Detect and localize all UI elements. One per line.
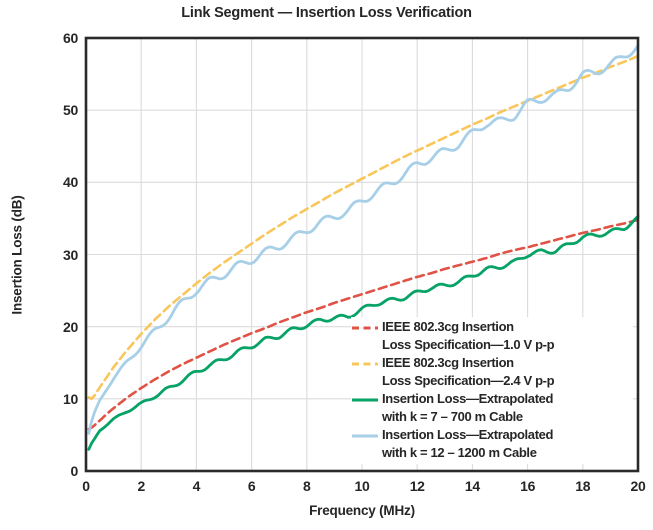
x-tick-label: 2 [137,478,145,494]
x-tick-label: 18 [575,478,591,494]
y-tick-label: 0 [70,463,79,479]
x-tick-label: 6 [247,478,256,494]
x-tick-label: 8 [303,478,311,494]
series-line-1 [87,54,640,401]
x-tick-label: 10 [354,478,370,494]
legend-entry-0: IEEE 802.3cg Insertion Loss Specification… [351,318,633,354]
plot-frame [84,36,640,473]
legend-swatch-3 [352,434,378,438]
y-axis-title: Insertion Loss (dB) [9,195,25,315]
series-line-2 [87,214,640,451]
chart-legend: IEEE 802.3cg Insertion Loss Specification… [351,317,633,464]
x-tick-label: 12 [409,478,425,494]
legend-entry-2: Insertion Loss—Extrapolated with k = 7 – … [351,390,633,426]
legend-label-2: Insertion Loss—Extrapolated with k = 7 – … [382,391,554,424]
x-tick-label: 14 [464,478,480,494]
y-tick-label: 60 [63,30,78,46]
series-line-0 [87,218,640,431]
legend-label-0: IEEE 802.3cg Insertion Loss Specification… [382,319,555,352]
y-tick-label: 20 [63,318,78,335]
y-tick-label: 40 [63,174,78,191]
x-axis-title: Frequency (MHz) [309,503,415,518]
legend-swatch-0 [352,326,378,330]
legend-entry-3: Insertion Loss—Extrapolated with k = 12 –… [351,426,633,462]
legend-label-1: IEEE 802.3cg Insertion Loss Specification… [382,355,555,388]
legend-swatch-2 [352,398,378,402]
series-line-3 [87,44,640,435]
legend-entry-1: IEEE 802.3cg Insertion Loss Specification… [351,354,633,390]
y-tick-label: 30 [63,246,78,263]
x-tick-label: 16 [520,478,536,494]
x-tick-label: 4 [192,478,201,494]
x-tick-label: 0 [82,478,90,494]
legend-swatch-1 [352,362,378,366]
y-tick-label: 50 [63,102,78,119]
chart-title: Link Segment — Insertion Loss Verificati… [181,5,472,21]
y-tick-label: 10 [63,390,78,407]
x-tick-label: 20 [630,478,646,494]
legend-label-3: Insertion Loss—Extrapolated with k = 12 –… [382,427,554,460]
